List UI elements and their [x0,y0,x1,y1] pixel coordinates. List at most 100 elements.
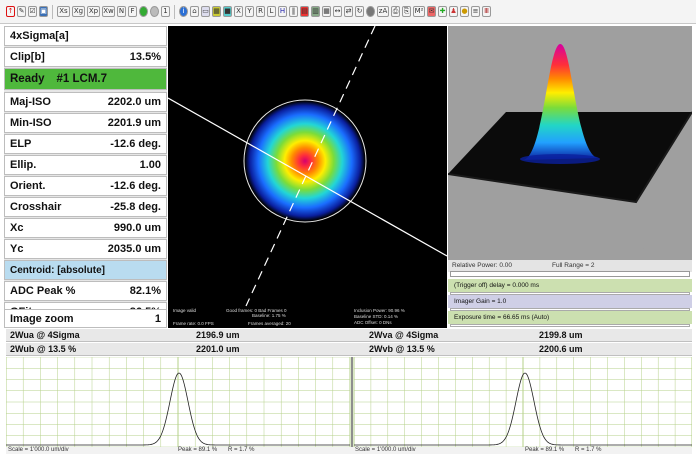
record-icon[interactable] [139,6,148,17]
beam-3d-view[interactable] [448,26,692,260]
beam-3d-render [448,43,692,260]
profile-curve-left [6,372,350,446]
xg-button[interactable]: Xg [72,6,85,17]
table-icon[interactable]: ▦ [322,6,331,17]
metric-value: 2201.9 um [107,117,161,129]
n-button[interactable]: N [117,6,126,17]
profile-grid-left [6,357,351,447]
r-button[interactable]: R [256,6,265,17]
centroid-mode-bar[interactable]: Centroid: [absolute] [4,260,167,280]
image-icon[interactable]: ■ [223,6,232,17]
beam-frame-rate: Frame rate: 0.0 FPS [173,321,214,326]
metric-value: 2035.0 um [107,243,161,255]
target-icon[interactable] [366,6,375,17]
copy-icon[interactable]: ⎘ [402,6,411,17]
arrow-up-icon[interactable]: ↑ [6,6,15,17]
reset-icon[interactable]: ↻ [355,6,364,17]
bars-icon[interactable]: ‖ [289,6,298,17]
footer-right-peak: Peak = 89.1 % [525,447,565,453]
metric-label: Xc [10,222,24,234]
za-button[interactable]: zA [377,6,389,17]
ready-status: Ready [10,73,45,85]
pillar-icon[interactable]: Ⅲ [482,6,491,17]
metric-value: 1.00 [139,159,161,171]
metric-row-4xsigma[interactable]: 4xSigma[a] [4,26,167,46]
checkbox-icon[interactable]: ☑ [28,6,37,17]
one-button[interactable]: 1 [161,6,170,17]
print-icon[interactable]: ⎙ [391,6,400,17]
relative-power-bar: Relative Power: 0.00 Full Range = 2 [448,260,692,272]
footer-right-scale: Scale = 1'000.0 um/div [355,447,416,453]
mail-icon[interactable]: ✉ [427,6,436,17]
metric-label: 4xSigma[a] [10,30,69,42]
xs-button[interactable]: Xs [57,6,70,17]
l-button[interactable]: L [267,6,276,17]
lock-icon[interactable]: ⌂ [190,6,199,17]
f-button[interactable]: F [128,6,137,17]
exposure-control[interactable]: Exposure time = 66.65 ms (Auto) [448,311,692,324]
profile-right-b-label: 2Wvb @ 13.5 % [369,344,435,354]
metric-row-ellip[interactable]: Ellip. 1.00 [4,155,167,175]
ready-status-bar[interactable]: Ready #1 LCM.7 [4,68,167,90]
exposure-slider[interactable] [450,324,690,327]
layout-icon[interactable]: ▥ [311,6,320,17]
metric-row-elp[interactable]: ELP -12.6 deg. [4,134,167,154]
metrics-panel: 4xSigma[a] Clip[b] 13.5% Ready #1 LCM.7 Ma… [4,26,167,328]
metric-row-adc-peak[interactable]: ADC Peak % 82.1% [4,281,167,301]
metric-label: Yc [10,243,24,255]
y-button[interactable]: Y [245,6,254,17]
chart-icon[interactable]: ≡ [471,6,480,17]
monitor-icon[interactable]: ▭ [201,6,210,17]
metric-row-image-zoom[interactable]: Image zoom 1 [4,309,167,328]
metric-row-min-iso[interactable]: Min-ISO 2201.9 um [4,113,167,133]
m2-button[interactable]: M² [413,6,425,17]
metric-value: 1 [154,312,161,325]
metric-row-orient[interactable]: Orient. -12.6 deg. [4,176,167,196]
metric-row-yc[interactable]: Yc 2035.0 um [4,239,167,259]
pencil-icon[interactable]: ✎ [17,6,26,17]
gain-control[interactable]: Imager Gain = 1.0 [448,295,692,308]
relative-power-meter [450,271,690,277]
metric-row-xc[interactable]: Xc 990.0 um [4,218,167,238]
metric-row-crosshair[interactable]: Crosshair -25.8 deg. [4,197,167,217]
bulb-icon[interactable]: ● [460,6,469,17]
profile-curve-right [354,372,692,446]
relative-power-label: Relative Power: 0.00 [452,262,512,269]
metric-label: ADC Peak % [10,285,76,297]
metric-label: Clip[b] [10,51,45,63]
film-icon[interactable]: ▤ [300,6,309,17]
metric-row-maj-iso[interactable]: Maj-ISO 2202.0 um [4,92,167,112]
person-icon[interactable]: ♟ [449,6,458,17]
trigger-control[interactable]: (Trigger off) delay = 0.000 ms [448,279,692,292]
toolbar-separator [52,4,53,19]
metric-value: -25.8 deg. [110,201,161,213]
metric-row-clip[interactable]: Clip[b] 13.5% [4,47,167,67]
x-button[interactable]: X [234,6,243,17]
metric-value: 990.0 um [113,222,161,234]
xp-button[interactable]: Xp [87,6,100,17]
footer-right-r: R = 1.7 % [575,447,602,453]
info-icon[interactable]: i [179,6,188,17]
save-icon[interactable]: ▣ [39,6,48,17]
profile-plots[interactable] [6,357,692,447]
beam-baseline-std: Baseline STD: 0.14 % [354,314,399,319]
gain-slider[interactable] [450,308,690,311]
trigger-slider[interactable] [450,292,690,295]
metric-label: Min-ISO [10,117,52,129]
beam-2d-view[interactable]: Image valid Good frames: 0 Bad Frames 0 … [168,26,447,328]
metric-label: Image zoom [10,312,74,325]
metric-value: 82.1% [129,285,161,297]
move-icon[interactable]: ⇄ [344,6,353,17]
beam-image [168,26,447,307]
profile-left-b-label: 2Wub @ 13.5 % [10,344,77,354]
grid-icon[interactable]: ▦ [212,6,221,17]
arrows-icon[interactable]: ↔ [333,6,342,17]
metric-value: 13.5% [129,51,161,63]
full-range-label: Full Range = 2 [552,262,595,269]
profile-grid-right [353,357,692,447]
stop-icon[interactable] [150,6,159,17]
xw-button[interactable]: Xw [102,6,115,17]
profile-right-a-label: 2Wva @ 4Sigma [369,330,439,340]
plus-icon[interactable]: ✚ [438,6,447,17]
h-button[interactable]: H [278,6,287,17]
